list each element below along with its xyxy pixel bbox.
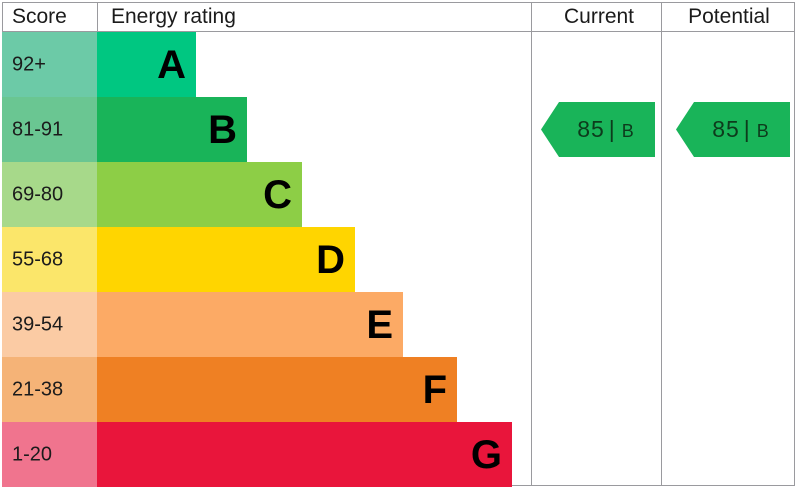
band-score-label: 55-68	[12, 248, 64, 270]
header-score: Score	[12, 5, 67, 28]
band-score-label: 69-80	[12, 183, 64, 205]
current-rating-letter: B	[621, 121, 635, 141]
band-row: 21-38 F	[2, 357, 795, 422]
current-rating-score: 85	[577, 116, 605, 142]
current-rating-text: 85 | B	[561, 116, 635, 143]
band-row: 55-68 D	[2, 227, 795, 292]
potential-rating-letter: B	[756, 121, 770, 141]
potential-rating-badge: 85 | B	[676, 102, 790, 157]
header-divider-potential	[661, 2, 662, 32]
band-score-cell: 39-54	[2, 292, 97, 357]
header-divider-score	[97, 2, 98, 32]
band-bar: F	[97, 357, 457, 422]
header-divider-current	[531, 2, 532, 32]
band-score-label: 81-91	[12, 118, 64, 140]
header-energy-rating: Energy rating	[111, 5, 236, 28]
band-letter: E	[366, 302, 393, 347]
band-bar: G	[97, 422, 512, 487]
table-header-row: Score Energy rating Current Potential	[2, 2, 795, 32]
band-bar: C	[97, 162, 302, 227]
band-letter: F	[422, 367, 447, 412]
band-score-cell: 81-91	[2, 97, 97, 162]
band-score-label: 39-54	[12, 313, 64, 335]
band-bar: B	[97, 97, 247, 162]
band-score-cell: 21-38	[2, 357, 97, 422]
header-potential: Potential	[688, 5, 770, 28]
band-score-label: 1-20	[12, 443, 53, 465]
potential-rating-text: 85 | B	[696, 116, 770, 143]
band-score-cell: 1-20	[2, 422, 97, 487]
band-bar: E	[97, 292, 403, 357]
band-score-label: 92+	[12, 53, 46, 75]
potential-rating-separator: |	[743, 116, 751, 142]
band-row: 69-80 C	[2, 162, 795, 227]
band-letter: A	[157, 42, 186, 87]
band-score-label: 21-38	[12, 378, 64, 400]
band-letter: D	[316, 237, 345, 282]
body-divider-current	[531, 32, 532, 485]
band-score-cell: 55-68	[2, 227, 97, 292]
band-letter: B	[208, 107, 237, 152]
current-rating-badge: 85 | B	[541, 102, 655, 157]
band-row: 1-20 G	[2, 422, 795, 487]
current-rating-separator: |	[608, 116, 616, 142]
band-letter: G	[470, 432, 502, 477]
band-row: 92+ A	[2, 32, 795, 97]
band-score-cell: 69-80	[2, 162, 97, 227]
body-divider-potential	[661, 32, 662, 485]
band-letter: C	[263, 172, 292, 217]
band-bar: A	[97, 32, 196, 97]
band-score-cell: 92+	[2, 32, 97, 97]
band-bar: D	[97, 227, 355, 292]
rating-bands: 92+ A 81-91 B 69-80 C 55-68 D 39-54 E 21-38 F 1-20 G	[2, 32, 795, 487]
potential-rating-score: 85	[712, 116, 740, 142]
band-row: 39-54 E	[2, 292, 795, 357]
header-current: Current	[563, 5, 635, 28]
band-row: 81-91 B	[2, 97, 795, 162]
